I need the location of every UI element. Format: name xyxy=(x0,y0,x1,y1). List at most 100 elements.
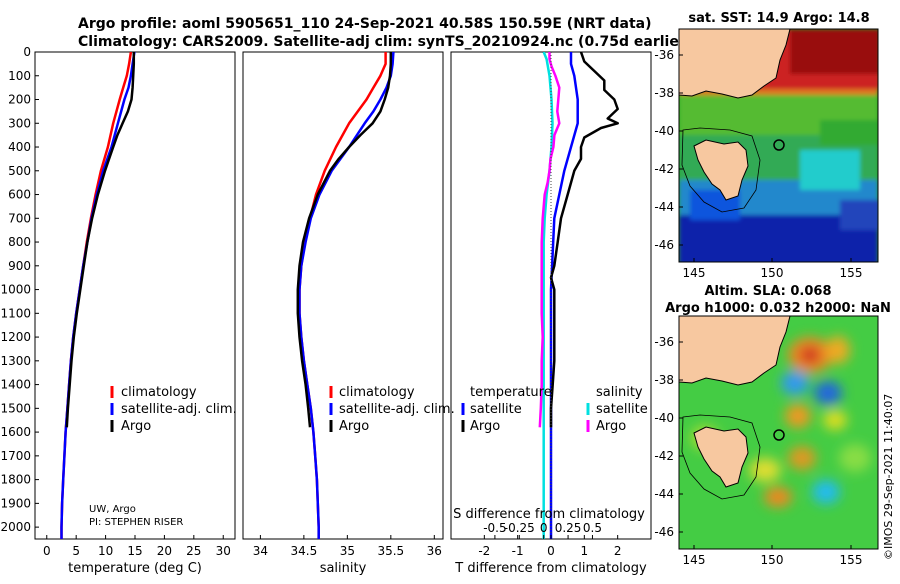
latitude-tick-label: -38 xyxy=(654,86,674,100)
temperature-x-ticks: 0 5 10 15 20 25 30 xyxy=(43,535,231,558)
x-tick-label: -1 xyxy=(512,544,524,558)
tasmania xyxy=(693,426,749,488)
temperature-x-label: temperature (deg C) xyxy=(68,561,202,576)
legend-label-s-argo: Argo xyxy=(596,419,626,434)
latitude-tick-label: -40 xyxy=(654,411,674,425)
t-diff-satellite-line xyxy=(549,52,579,539)
latitude-tick-label: -38 xyxy=(654,373,674,387)
depth-tick-label: 800 xyxy=(8,235,31,249)
latitude-tick-label: -36 xyxy=(654,335,674,349)
longitude-tick-label: 150 xyxy=(761,266,784,280)
latitude-tick-label: -36 xyxy=(654,48,674,62)
mainland-australia xyxy=(679,29,791,99)
credit-line2: PI: STEPHEN RISER xyxy=(89,517,183,528)
x-tick-label: -0.5 xyxy=(483,521,506,535)
mainland-australia xyxy=(679,316,791,386)
s-diff-satellite-line xyxy=(542,52,554,539)
salinity-difference-x-ticks: -0.5-0.25 0 0.25 0.5 xyxy=(483,521,602,539)
sla-map-ticks: -36 -38 -40 -42 -44 -46 145 150 155 xyxy=(654,335,862,567)
depth-tick-label: 1800 xyxy=(0,473,31,487)
legend-label-argo: Argo xyxy=(121,419,151,434)
legend-label-satellite: satellite-adj. clim. xyxy=(121,402,237,417)
x-tick-label: 0.5 xyxy=(583,521,602,535)
depth-tick-label: 1600 xyxy=(0,425,31,439)
x-tick-label: 2 xyxy=(614,544,622,558)
x-tick-label: 34 xyxy=(253,544,268,558)
longitude-tick-label: 145 xyxy=(683,266,706,280)
x-tick-label: 20 xyxy=(157,544,172,558)
x-tick-label: 30 xyxy=(216,544,231,558)
s-difference-x-label: S difference from climatology xyxy=(453,507,645,522)
shelf-contour xyxy=(681,414,761,500)
depth-tick-label: 200 xyxy=(8,93,31,107)
sla-eddy-green xyxy=(839,444,871,472)
legend-label-t-argo: Argo xyxy=(470,419,500,434)
x-tick-label: 10 xyxy=(98,544,113,558)
sla-eddy-cool-1 xyxy=(781,371,809,395)
temperature-series xyxy=(60,52,136,539)
depth-tick-label: 1400 xyxy=(0,378,31,392)
x-tick-label: 25 xyxy=(186,544,201,558)
longitude-tick-label: 155 xyxy=(840,553,863,567)
depth-tick-label: 0 xyxy=(23,45,31,59)
difference-x-ticks: -2 -1 0 1 2 xyxy=(478,535,621,558)
depth-tick-label: 1900 xyxy=(0,496,31,510)
x-tick-label: 1 xyxy=(581,544,589,558)
latitude-tick-label: -44 xyxy=(654,487,674,501)
depth-tick-label: 100 xyxy=(8,69,31,83)
difference-legend: temperature satellite Argo salinity sate… xyxy=(461,385,648,434)
legend-label-climatology: climatology xyxy=(121,385,197,400)
salinity-legend: climatology satellite-adj. clim. Argo xyxy=(329,385,455,434)
sst-map-ticks: -36 -38 -40 -42 -44 -46 145 150 155 xyxy=(654,48,862,280)
x-tick-label: 0 xyxy=(540,521,548,535)
sla-map xyxy=(679,316,878,549)
sla-eddy-yellow-1 xyxy=(823,410,847,430)
latitude-tick-label: -42 xyxy=(654,449,674,463)
sla-eddy-warm-4 xyxy=(788,446,816,470)
legend-label-argo: Argo xyxy=(339,419,369,434)
sla-eddy-warm-2 xyxy=(826,336,850,364)
sla-field xyxy=(691,336,871,507)
salinity-series xyxy=(296,52,395,539)
x-tick-label: 0 xyxy=(43,544,51,558)
salinity-panel xyxy=(242,51,444,540)
depth-tick-label: 2000 xyxy=(0,520,31,534)
figure-title-line2: Climatology: CARS2009. Satellite-adj cli… xyxy=(78,34,692,50)
legend-label-t-satellite: satellite xyxy=(470,402,522,417)
temperature-legend: climatology satellite-adj. clim. Argo xyxy=(110,385,237,434)
figure-title-line1: Argo profile: aoml 5905651_110 24-Sep-20… xyxy=(78,16,652,32)
sla-map-title: Altim. SLA: 0.068 xyxy=(705,284,832,299)
s-diff-argo-line xyxy=(538,52,561,428)
latitude-tick-label: -42 xyxy=(654,162,674,176)
sla-eddy-cool-3 xyxy=(812,480,840,504)
depth-tick-label: 1100 xyxy=(0,306,31,320)
argo-float-marker xyxy=(773,139,785,151)
sla-map-frame xyxy=(678,315,879,550)
depth-tick-label: 700 xyxy=(8,211,31,225)
latitude-tick-label: -40 xyxy=(654,124,674,138)
sst-hot-core xyxy=(790,29,878,74)
depth-axis: 0 100 200 300 400 500 600 700 800 900 1000 1100 1200… xyxy=(0,45,39,534)
depth-tick-label: 1200 xyxy=(0,330,31,344)
x-tick-label: 5 xyxy=(72,544,80,558)
difference-series xyxy=(538,52,619,539)
x-tick-label: 36 xyxy=(427,544,442,558)
argo-float-marker xyxy=(773,429,785,441)
sla-map-subtitle: Argo h1000: 0.032 h2000: NaN xyxy=(665,301,891,316)
t-diff-argo-line xyxy=(549,52,619,428)
t-difference-x-label: T difference from climatology xyxy=(454,561,647,576)
longitude-tick-label: 150 xyxy=(761,553,784,567)
depth-tick-label: 600 xyxy=(8,188,31,202)
legend-label-s-satellite: satellite xyxy=(596,402,648,417)
sla-eddy-cool-2 xyxy=(814,381,842,405)
sla-eddy-core-1 xyxy=(800,347,820,363)
depth-tick-label: 900 xyxy=(8,259,31,273)
sst-patch-blue-east xyxy=(840,200,878,230)
salinity-x-ticks: 34 34.5 35 35.5 36 xyxy=(253,535,442,558)
x-tick-label: 35.5 xyxy=(377,544,404,558)
depth-tick-label: 300 xyxy=(8,116,31,130)
tasmania xyxy=(693,139,749,201)
depth-tick-label: 1000 xyxy=(0,283,31,297)
